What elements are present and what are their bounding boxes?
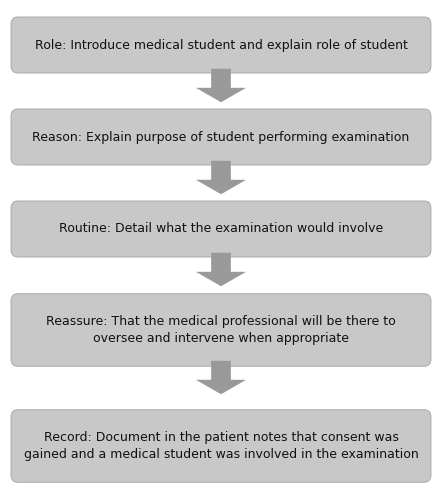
- FancyBboxPatch shape: [11, 109, 431, 165]
- Polygon shape: [197, 253, 245, 286]
- Polygon shape: [197, 69, 245, 102]
- FancyBboxPatch shape: [11, 294, 431, 366]
- Polygon shape: [197, 161, 245, 194]
- FancyBboxPatch shape: [11, 17, 431, 73]
- Text: Reassure: That the medical professional will be there to
oversee and intervene w: Reassure: That the medical professional …: [46, 315, 396, 345]
- Polygon shape: [197, 361, 245, 394]
- Text: Reason: Explain purpose of student performing examination: Reason: Explain purpose of student perfo…: [32, 130, 410, 143]
- FancyBboxPatch shape: [11, 410, 431, 482]
- FancyBboxPatch shape: [11, 201, 431, 257]
- Text: Routine: Detail what the examination would involve: Routine: Detail what the examination wou…: [59, 222, 383, 235]
- Text: Record: Document in the patient notes that consent was
gained and a medical stud: Record: Document in the patient notes th…: [23, 431, 419, 461]
- Text: Role: Introduce medical student and explain role of student: Role: Introduce medical student and expl…: [34, 38, 408, 52]
